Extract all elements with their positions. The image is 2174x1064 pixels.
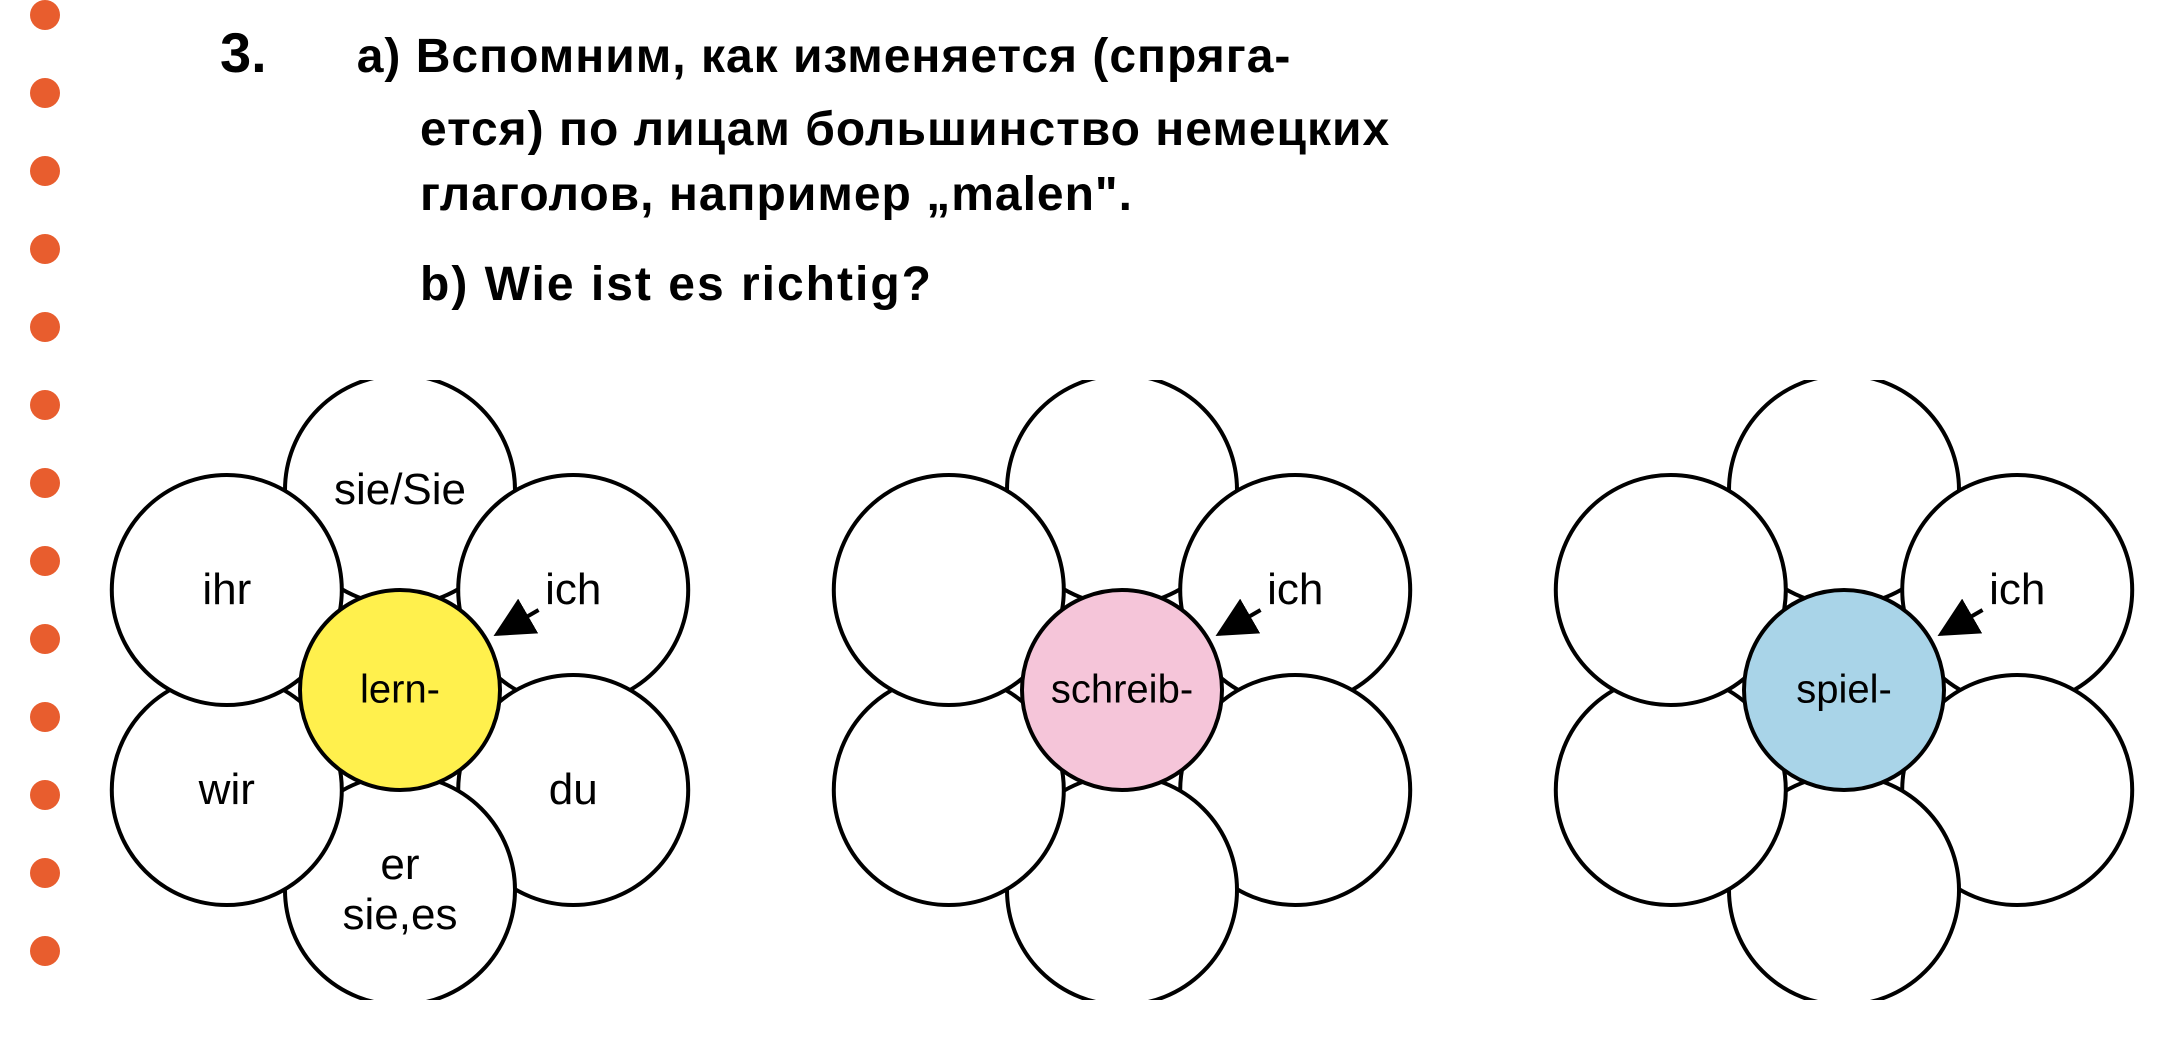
margin-dot bbox=[30, 78, 60, 108]
flower: lern-sie/Sie ich du ersie,es wir ihr bbox=[90, 380, 710, 1000]
petal-label-top_right: ich bbox=[545, 565, 601, 615]
petal-label-top: sie/Sie bbox=[334, 465, 466, 515]
petal-label-bottom_left: wir bbox=[199, 765, 255, 815]
task-line-a2: ется) по лицам большинство немецких bbox=[420, 98, 2134, 163]
flowers-row: lern-sie/Sie ich du ersie,es wir ihr schreib-… bbox=[90, 380, 2154, 1000]
petal-label-bottom_right: du bbox=[549, 765, 598, 815]
petal-label-top_right: ich bbox=[1989, 565, 2045, 615]
margin-dot bbox=[30, 624, 60, 654]
margin-dot bbox=[30, 390, 60, 420]
petal-label-top_right: ich bbox=[1267, 565, 1323, 615]
flower-center-label: schreib- bbox=[1051, 668, 1193, 713]
margin-dots bbox=[30, 0, 60, 1014]
margin-dot bbox=[30, 858, 60, 888]
flower: schreib-ich bbox=[812, 380, 1432, 1000]
task-number: 3. bbox=[220, 20, 267, 85]
margin-dot bbox=[30, 702, 60, 732]
task-line-a3: глаголов, например „malen". bbox=[420, 163, 2134, 228]
margin-dot bbox=[30, 546, 60, 576]
margin-dot bbox=[30, 312, 60, 342]
margin-dot bbox=[30, 936, 60, 966]
margin-dot bbox=[30, 156, 60, 186]
petal-label-bottom: ersie,es bbox=[343, 840, 458, 940]
margin-dot bbox=[30, 780, 60, 810]
task-line-a1: a) Вспомним, как изменяется (спряга- bbox=[357, 25, 1292, 90]
task-content: 3. a) Вспомним, как изменяется (спряга- … bbox=[220, 20, 2134, 312]
margin-dot bbox=[30, 234, 60, 264]
flower: spiel-ich bbox=[1534, 380, 2154, 1000]
margin-dot bbox=[30, 0, 60, 30]
flower-center-label: spiel- bbox=[1796, 668, 1892, 713]
flower-center-label: lern- bbox=[360, 668, 440, 713]
petal-label-top_left: ihr bbox=[202, 565, 251, 615]
task-line-b: b) Wie ist es richtig? bbox=[420, 257, 2134, 312]
margin-dot bbox=[30, 468, 60, 498]
